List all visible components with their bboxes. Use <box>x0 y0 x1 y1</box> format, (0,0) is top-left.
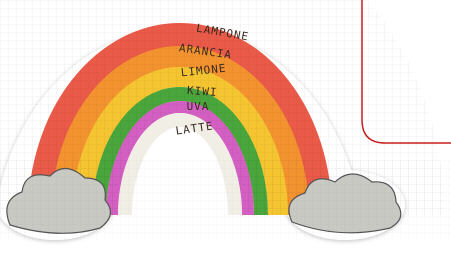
label: KIWI <box>187 84 218 99</box>
scene: LAMPONE ARANCIA LIMONE KIWI UVA LATTE <box>0 0 451 265</box>
label: UVA <box>187 100 210 113</box>
page: {"drawing": {"labels": ["LAMPONE", "ARAN… <box>0 0 451 265</box>
